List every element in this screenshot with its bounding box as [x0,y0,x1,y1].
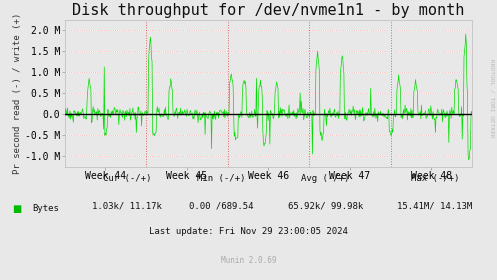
Text: RRDTOOL / TOBI OETKER: RRDTOOL / TOBI OETKER [490,59,495,137]
Text: Max (-/+): Max (-/+) [411,174,459,183]
Text: 65.92k/ 99.98k: 65.92k/ 99.98k [288,202,363,211]
Text: Munin 2.0.69: Munin 2.0.69 [221,256,276,265]
Title: Disk throughput for /dev/nvme1n1 - by month: Disk throughput for /dev/nvme1n1 - by mo… [72,3,465,18]
Text: ■: ■ [12,204,22,214]
Text: Last update: Fri Nov 29 23:00:05 2024: Last update: Fri Nov 29 23:00:05 2024 [149,227,348,236]
Text: Min (-/+): Min (-/+) [197,174,246,183]
Text: Avg (-/+): Avg (-/+) [301,174,350,183]
Text: 1.03k/ 11.17k: 1.03k/ 11.17k [92,202,162,211]
Text: 15.41M/ 14.13M: 15.41M/ 14.13M [397,202,473,211]
Y-axis label: Pr second read (-) / write (+): Pr second read (-) / write (+) [13,13,22,174]
Text: Cur (-/+): Cur (-/+) [102,174,151,183]
Text: Bytes: Bytes [32,204,59,213]
Text: 0.00 /689.54: 0.00 /689.54 [189,202,253,211]
